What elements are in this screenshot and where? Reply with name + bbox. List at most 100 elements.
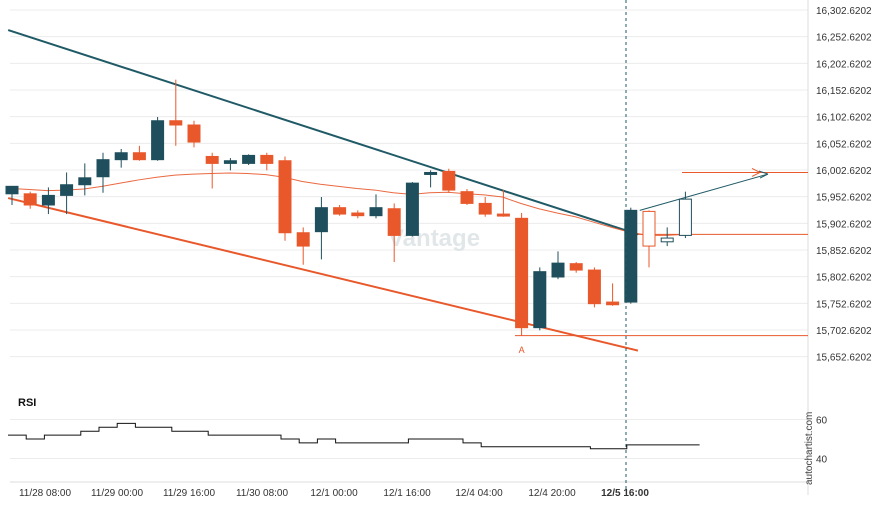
y-tick-label: 16,052.6202 <box>816 139 872 150</box>
candle <box>533 267 547 331</box>
grid <box>10 0 809 495</box>
candle-body <box>296 232 310 247</box>
rsi-title: RSI <box>18 397 36 409</box>
candle-body <box>496 213 510 217</box>
horizontal-levels <box>515 168 808 337</box>
candle <box>606 283 620 306</box>
candle-body <box>187 124 201 143</box>
candle-body <box>405 182 419 236</box>
candle-body <box>333 207 347 215</box>
candle-body <box>242 154 256 164</box>
candle-body <box>424 171 438 175</box>
x-tick-label: 12/1 16:00 <box>383 488 431 499</box>
x-tick-label: 12/4 04:00 <box>455 488 503 499</box>
rsi-tick-label: 60 <box>816 416 828 427</box>
candle <box>260 152 274 171</box>
side-label: autochartist.com <box>804 412 815 485</box>
candle-body <box>642 210 656 247</box>
y-tick-label: 15,852.6202 <box>816 246 872 257</box>
level-arrow <box>751 168 761 177</box>
candle <box>442 168 456 193</box>
watermark-brand: Vantage <box>388 225 480 252</box>
y-tick-label: 15,652.6202 <box>816 353 872 364</box>
candle-body <box>660 237 674 243</box>
trendline-support <box>7 197 639 352</box>
watermark: Vantage <box>388 225 480 252</box>
y-tick-label: 16,252.6202 <box>816 33 872 44</box>
candle-body <box>533 271 547 329</box>
ma-line <box>10 172 685 236</box>
y-tick-label: 16,202.6202 <box>816 59 872 70</box>
candle-body <box>223 160 237 164</box>
candle <box>624 207 638 304</box>
candle-body <box>96 159 110 178</box>
candle-body <box>314 207 328 233</box>
candle <box>205 152 219 189</box>
candle <box>678 191 692 239</box>
candle <box>223 158 237 171</box>
moving-average <box>10 172 685 236</box>
candle <box>23 191 37 209</box>
candles: A <box>5 79 692 355</box>
candle-body <box>587 269 601 305</box>
rsi-line <box>8 422 700 450</box>
projection-arrow <box>758 170 769 179</box>
candle-body <box>5 185 19 195</box>
candle-body <box>60 184 74 196</box>
candle-body <box>260 154 274 164</box>
candle <box>41 187 55 215</box>
y-tick-label: 15,952.6202 <box>816 193 872 204</box>
candle <box>242 154 256 165</box>
candle <box>405 182 419 237</box>
candle-body <box>151 120 165 161</box>
candle <box>132 145 146 161</box>
candle-body <box>23 193 37 206</box>
candle <box>114 149 128 168</box>
candle <box>515 213 529 336</box>
candle-body <box>114 152 128 161</box>
x-tick-label: 11/30 08:00 <box>236 488 289 499</box>
trendline-resistance <box>7 29 639 236</box>
candle-body <box>351 212 365 217</box>
candle-body <box>678 198 692 236</box>
y-tick-label: 16,002.6202 <box>816 166 872 177</box>
candle <box>278 156 292 241</box>
candle <box>60 172 74 215</box>
x-tick-label: 11/29 16:00 <box>163 488 216 499</box>
x-tick-label: 12/4 20:00 <box>528 488 576 499</box>
candle-body <box>460 191 474 204</box>
projection-line <box>639 173 769 211</box>
y-tick-label: 16,152.6202 <box>816 86 872 97</box>
rsi-panel: RSI 60 40 <box>8 397 828 466</box>
candle <box>314 197 328 260</box>
candle <box>569 262 583 273</box>
candle-body <box>169 120 183 126</box>
candle-body <box>551 262 565 278</box>
candle <box>187 120 201 148</box>
candle-body <box>78 177 92 186</box>
candle-body <box>132 152 146 161</box>
candle <box>296 227 310 265</box>
candle-body <box>41 194 55 206</box>
y-tick-label: 16,302.6202 <box>816 6 872 17</box>
candle <box>587 267 601 308</box>
candle-body <box>387 208 401 236</box>
y-tick-label: 16,102.6202 <box>816 113 872 124</box>
y-tick-label: 15,902.6202 <box>816 219 872 230</box>
candle <box>460 189 474 205</box>
candle-body <box>205 155 219 164</box>
x-tick-label: 11/28 08:00 <box>19 488 72 499</box>
candle <box>551 251 565 280</box>
candle-body <box>515 217 529 329</box>
candle <box>478 197 492 217</box>
candle <box>387 203 401 263</box>
candle <box>424 170 438 188</box>
candle-body <box>606 301 620 306</box>
y-tick-label: 15,702.6202 <box>816 326 872 337</box>
candle-body <box>624 209 638 303</box>
candle-body <box>278 160 292 234</box>
trendlines <box>7 29 769 352</box>
x-tick-label: 11/29 00:00 <box>91 488 144 499</box>
